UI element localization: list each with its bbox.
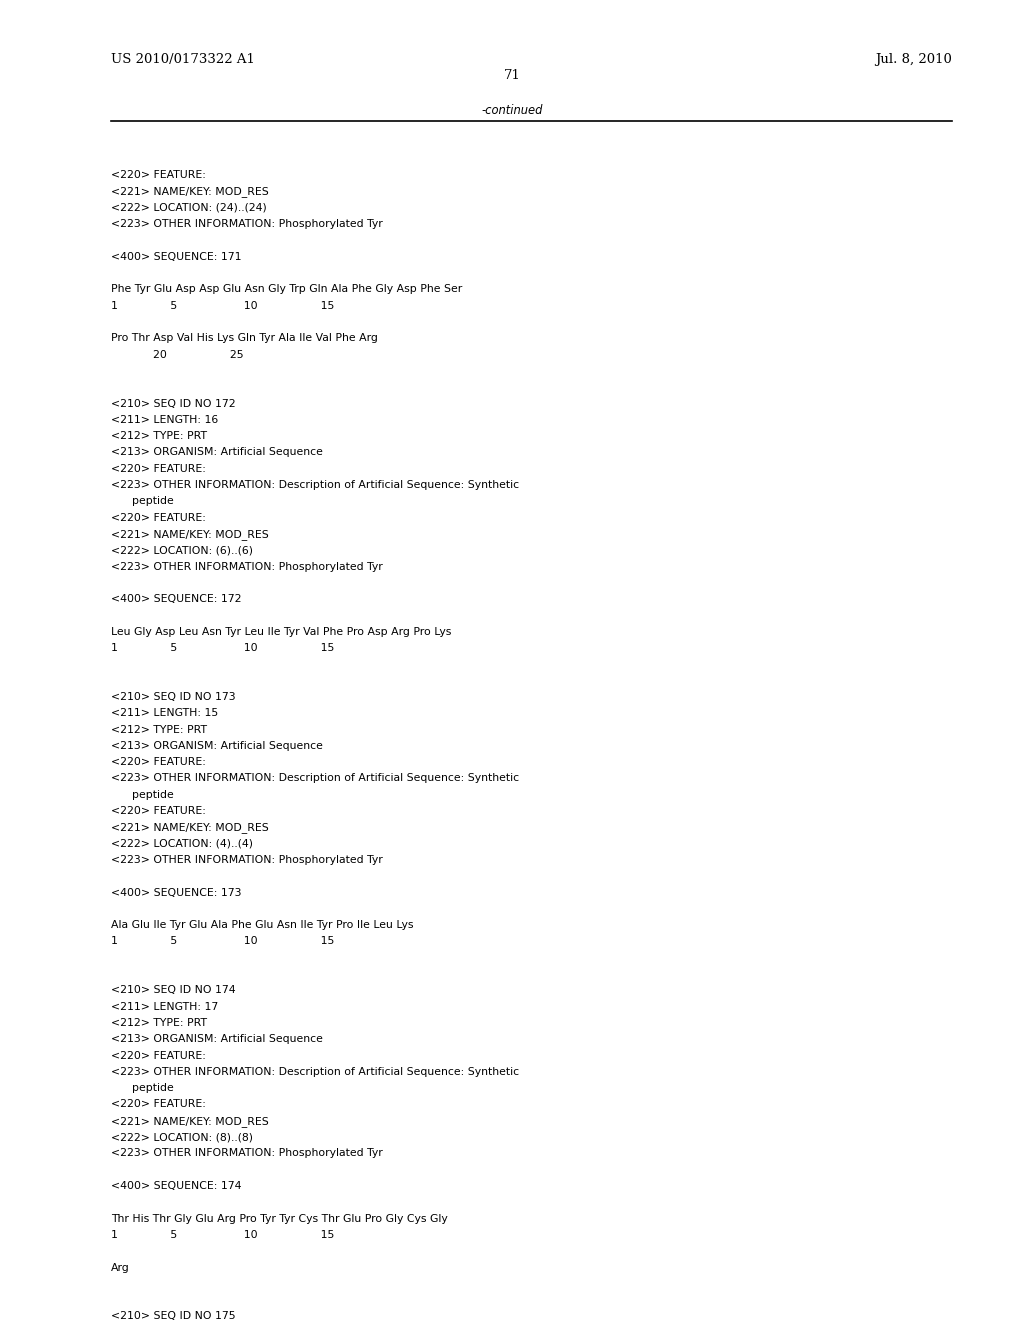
Text: Arg: Arg xyxy=(111,1262,129,1272)
Text: <211> LENGTH: 15: <211> LENGTH: 15 xyxy=(111,709,218,718)
Text: <210> SEQ ID NO 175: <210> SEQ ID NO 175 xyxy=(111,1312,236,1320)
Text: Jul. 8, 2010: Jul. 8, 2010 xyxy=(876,53,952,66)
Text: <222> LOCATION: (8)..(8): <222> LOCATION: (8)..(8) xyxy=(111,1133,253,1142)
Text: <220> FEATURE:: <220> FEATURE: xyxy=(111,463,206,474)
Text: <210> SEQ ID NO 174: <210> SEQ ID NO 174 xyxy=(111,985,236,995)
Text: <223> OTHER INFORMATION: Description of Artificial Sequence: Synthetic: <223> OTHER INFORMATION: Description of … xyxy=(111,774,519,784)
Text: <210> SEQ ID NO 172: <210> SEQ ID NO 172 xyxy=(111,399,236,408)
Text: <221> NAME/KEY: MOD_RES: <221> NAME/KEY: MOD_RES xyxy=(111,1115,268,1127)
Text: 71: 71 xyxy=(504,69,520,82)
Text: <220> FEATURE:: <220> FEATURE: xyxy=(111,170,206,181)
Text: 1               5                   10                  15: 1 5 10 15 xyxy=(111,301,334,310)
Text: <222> LOCATION: (4)..(4): <222> LOCATION: (4)..(4) xyxy=(111,838,253,849)
Text: 1               5                   10                  15: 1 5 10 15 xyxy=(111,643,334,653)
Text: <220> FEATURE:: <220> FEATURE: xyxy=(111,512,206,523)
Text: Leu Gly Asp Leu Asn Tyr Leu Ile Tyr Val Phe Pro Asp Arg Pro Lys: Leu Gly Asp Leu Asn Tyr Leu Ile Tyr Val … xyxy=(111,627,451,636)
Text: <212> TYPE: PRT: <212> TYPE: PRT xyxy=(111,725,207,734)
Text: <220> FEATURE:: <220> FEATURE: xyxy=(111,1100,206,1110)
Text: <222> LOCATION: (24)..(24): <222> LOCATION: (24)..(24) xyxy=(111,203,266,213)
Text: <211> LENGTH: 17: <211> LENGTH: 17 xyxy=(111,1002,218,1011)
Text: <221> NAME/KEY: MOD_RES: <221> NAME/KEY: MOD_RES xyxy=(111,822,268,833)
Text: <221> NAME/KEY: MOD_RES: <221> NAME/KEY: MOD_RES xyxy=(111,529,268,540)
Text: <400> SEQUENCE: 171: <400> SEQUENCE: 171 xyxy=(111,252,241,261)
Text: <400> SEQUENCE: 172: <400> SEQUENCE: 172 xyxy=(111,594,241,605)
Text: <223> OTHER INFORMATION: Phosphorylated Tyr: <223> OTHER INFORMATION: Phosphorylated … xyxy=(111,219,382,230)
Text: Phe Tyr Glu Asp Asp Glu Asn Gly Trp Gln Ala Phe Gly Asp Phe Ser: Phe Tyr Glu Asp Asp Glu Asn Gly Trp Gln … xyxy=(111,284,462,294)
Text: <220> FEATURE:: <220> FEATURE: xyxy=(111,758,206,767)
Text: <223> OTHER INFORMATION: Phosphorylated Tyr: <223> OTHER INFORMATION: Phosphorylated … xyxy=(111,561,382,572)
Text: <220> FEATURE:: <220> FEATURE: xyxy=(111,1051,206,1060)
Text: <220> FEATURE:: <220> FEATURE: xyxy=(111,807,206,816)
Text: <223> OTHER INFORMATION: Description of Artificial Sequence: Synthetic: <223> OTHER INFORMATION: Description of … xyxy=(111,1067,519,1077)
Text: <222> LOCATION: (6)..(6): <222> LOCATION: (6)..(6) xyxy=(111,545,253,556)
Text: peptide: peptide xyxy=(111,496,173,507)
Text: <221> NAME/KEY: MOD_RES: <221> NAME/KEY: MOD_RES xyxy=(111,186,268,198)
Text: peptide: peptide xyxy=(111,789,173,800)
Text: <223> OTHER INFORMATION: Description of Artificial Sequence: Synthetic: <223> OTHER INFORMATION: Description of … xyxy=(111,480,519,490)
Text: 1               5                   10                  15: 1 5 10 15 xyxy=(111,1230,334,1239)
Text: 1               5                   10                  15: 1 5 10 15 xyxy=(111,936,334,946)
Text: Pro Thr Asp Val His Lys Gln Tyr Ala Ile Val Phe Arg: Pro Thr Asp Val His Lys Gln Tyr Ala Ile … xyxy=(111,333,378,343)
Text: <213> ORGANISM: Artificial Sequence: <213> ORGANISM: Artificial Sequence xyxy=(111,447,323,458)
Text: Ala Glu Ile Tyr Glu Ala Phe Glu Asn Ile Tyr Pro Ile Leu Lys: Ala Glu Ile Tyr Glu Ala Phe Glu Asn Ile … xyxy=(111,920,413,931)
Text: -continued: -continued xyxy=(481,104,543,117)
Text: <213> ORGANISM: Artificial Sequence: <213> ORGANISM: Artificial Sequence xyxy=(111,1035,323,1044)
Text: <400> SEQUENCE: 173: <400> SEQUENCE: 173 xyxy=(111,887,241,898)
Text: <400> SEQUENCE: 174: <400> SEQUENCE: 174 xyxy=(111,1181,241,1191)
Text: <212> TYPE: PRT: <212> TYPE: PRT xyxy=(111,1018,207,1028)
Text: <223> OTHER INFORMATION: Phosphorylated Tyr: <223> OTHER INFORMATION: Phosphorylated … xyxy=(111,855,382,865)
Text: 20                  25: 20 25 xyxy=(111,350,244,359)
Text: <210> SEQ ID NO 173: <210> SEQ ID NO 173 xyxy=(111,692,236,702)
Text: <211> LENGTH: 16: <211> LENGTH: 16 xyxy=(111,414,218,425)
Text: peptide: peptide xyxy=(111,1084,173,1093)
Text: US 2010/0173322 A1: US 2010/0173322 A1 xyxy=(111,53,255,66)
Text: <212> TYPE: PRT: <212> TYPE: PRT xyxy=(111,432,207,441)
Text: Thr His Thr Gly Glu Arg Pro Tyr Tyr Cys Thr Glu Pro Gly Cys Gly: Thr His Thr Gly Glu Arg Pro Tyr Tyr Cys … xyxy=(111,1213,447,1224)
Text: <213> ORGANISM: Artificial Sequence: <213> ORGANISM: Artificial Sequence xyxy=(111,741,323,751)
Text: <223> OTHER INFORMATION: Phosphorylated Tyr: <223> OTHER INFORMATION: Phosphorylated … xyxy=(111,1148,382,1159)
